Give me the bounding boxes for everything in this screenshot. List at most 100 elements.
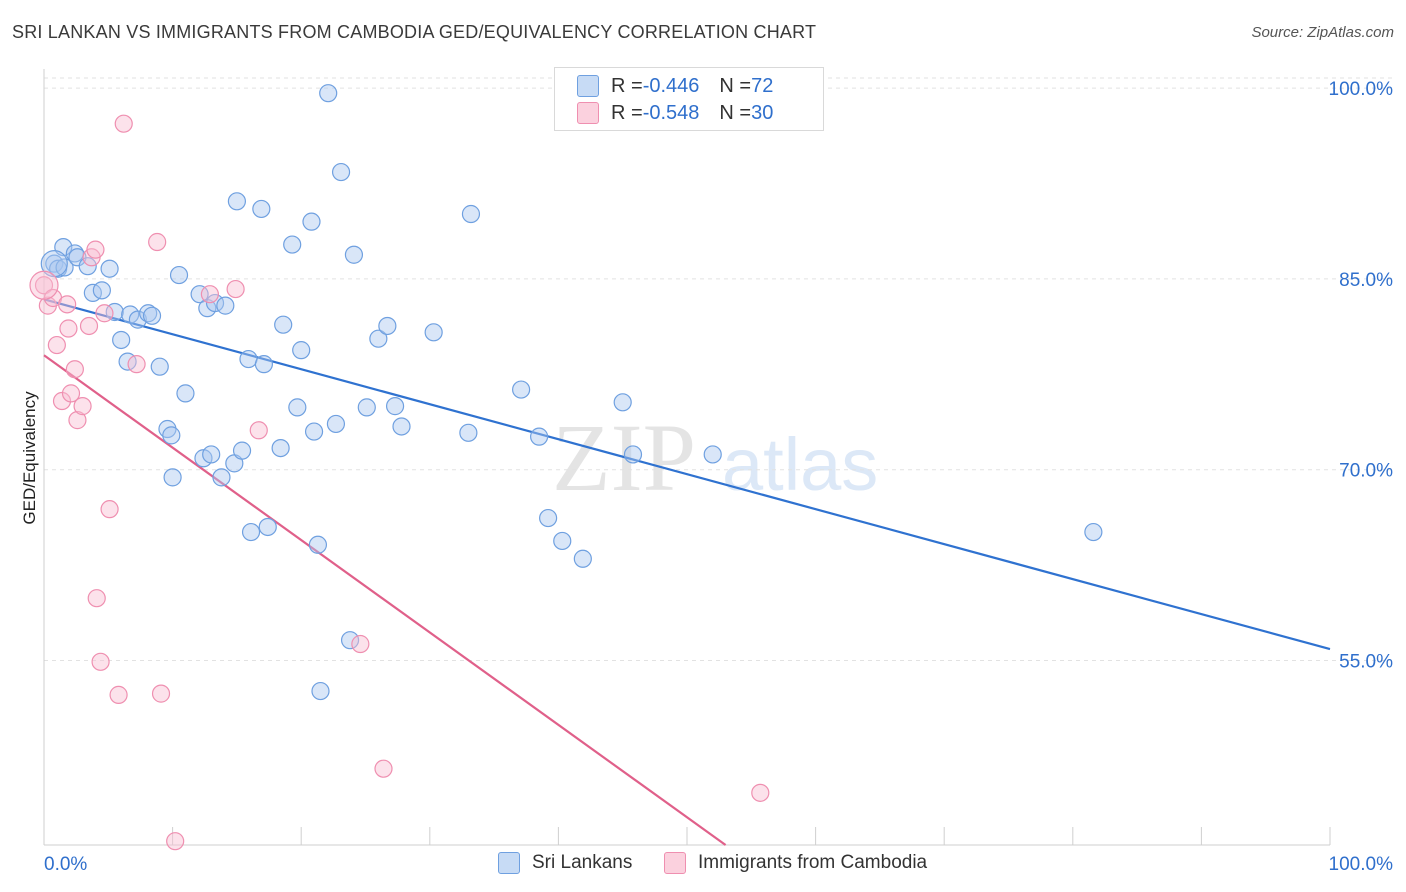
data-point: [573, 549, 592, 568]
data-point: [166, 832, 185, 851]
data-point: [378, 316, 397, 336]
data-point: [369, 329, 388, 348]
data-point: [112, 330, 131, 350]
data-point: [190, 285, 209, 304]
data-point: [176, 384, 195, 403]
chart-title: SRI LANKAN VS IMMIGRANTS FROM CAMBODIA G…: [12, 22, 817, 42]
legend-row-sri-lankans: R = -0.446 N = 72: [577, 73, 773, 99]
data-point: [100, 500, 119, 519]
data-point: [751, 783, 770, 802]
data-point: [252, 199, 271, 219]
data-point: [319, 84, 338, 103]
y-tick-label: 55.0%: [1339, 652, 1393, 673]
data-point: [78, 257, 97, 276]
n-label: N =: [719, 101, 752, 124]
legend-swatch-blue: [577, 75, 599, 97]
data-point: [169, 265, 189, 285]
n-label: N =: [719, 74, 752, 97]
data-point: [613, 393, 632, 412]
data-point: [227, 192, 246, 211]
legend-label: Immigrants from Cambodia: [698, 852, 928, 873]
legend-swatch-blue: [498, 852, 520, 874]
legend-swatch-pink: [577, 102, 599, 124]
legend-item-cambodia[interactable]: Immigrants from Cambodia: [664, 852, 927, 874]
data-point: [239, 349, 258, 369]
legend-label: Sri Lankans: [532, 852, 633, 873]
data-point: [311, 681, 330, 701]
data-point: [703, 445, 722, 464]
data-point: [61, 384, 81, 403]
data-point: [92, 281, 111, 300]
data-point: [202, 445, 221, 464]
data-point: [392, 417, 411, 436]
r-label: R =: [611, 74, 643, 97]
series-legend: Sri Lankans Immigrants from Cambodia: [0, 850, 1406, 878]
data-point: [302, 212, 321, 231]
n-value: 30: [751, 101, 774, 124]
data-point: [73, 397, 92, 416]
r-value: -0.446: [642, 74, 700, 97]
data-point: [114, 114, 133, 133]
data-point: [47, 335, 66, 355]
data-point: [283, 235, 302, 254]
data-point: [351, 634, 370, 654]
data-point: [79, 316, 99, 336]
trend-lines: [43, 298, 1331, 846]
legend-row-cambodia: R = -0.548 N = 30: [577, 100, 773, 126]
data-point: [91, 652, 110, 671]
data-point: [258, 517, 277, 537]
data-point: [163, 468, 182, 487]
data-point: [226, 279, 245, 299]
correlation-legend: R = -0.446 N = 72 R = -0.548 N = 30: [554, 67, 824, 131]
axes: [43, 69, 1331, 846]
data-point: [530, 427, 549, 446]
data-point: [232, 441, 252, 460]
grid-lines: [44, 77, 1394, 662]
data-point: [86, 240, 105, 259]
data-point: [304, 422, 324, 441]
data-point: [340, 631, 360, 650]
data-point: [512, 380, 531, 399]
data-point: [34, 276, 54, 295]
data-point: [150, 357, 169, 376]
data-point: [128, 310, 147, 329]
data-point: [459, 423, 478, 442]
data-point: [461, 204, 481, 224]
data-point: [539, 508, 558, 528]
data-point: [87, 589, 106, 608]
data-point: [241, 522, 261, 542]
data-point: [216, 296, 235, 315]
data-point: [308, 535, 328, 554]
n-value: 72: [751, 74, 774, 97]
data-point: [553, 531, 572, 551]
trend-line: [43, 298, 1331, 651]
data-point: [385, 397, 405, 416]
trend-line: [43, 354, 727, 846]
tick-labels: 100.0% 85.0% 70.0% 55.0% 0.0% 100.0%: [44, 79, 1393, 875]
data-point: [148, 232, 167, 252]
watermark-atlas: atlas: [722, 423, 878, 506]
data-point: [274, 315, 293, 334]
data-point: [58, 295, 77, 314]
data-point: [254, 355, 274, 374]
data-point: [288, 398, 307, 417]
legend-swatch-pink: [664, 852, 686, 874]
data-point: [374, 759, 393, 778]
r-label: R =: [611, 101, 643, 124]
data-point: [109, 685, 128, 704]
data-point: [200, 285, 219, 304]
data-point: [68, 411, 87, 430]
data-point: [162, 426, 181, 445]
data-point: [151, 684, 171, 703]
data-point: [100, 259, 119, 278]
legend-item-sri-lankans[interactable]: Sri Lankans: [498, 852, 632, 874]
data-point: [344, 245, 364, 264]
r-value: -0.548: [642, 101, 700, 124]
data-point: [424, 323, 443, 342]
data-point: [212, 468, 231, 487]
data-point: [95, 304, 114, 323]
data-point: [331, 162, 351, 182]
x-tick-label: 100.0%: [1329, 854, 1394, 875]
data-point: [357, 398, 376, 417]
